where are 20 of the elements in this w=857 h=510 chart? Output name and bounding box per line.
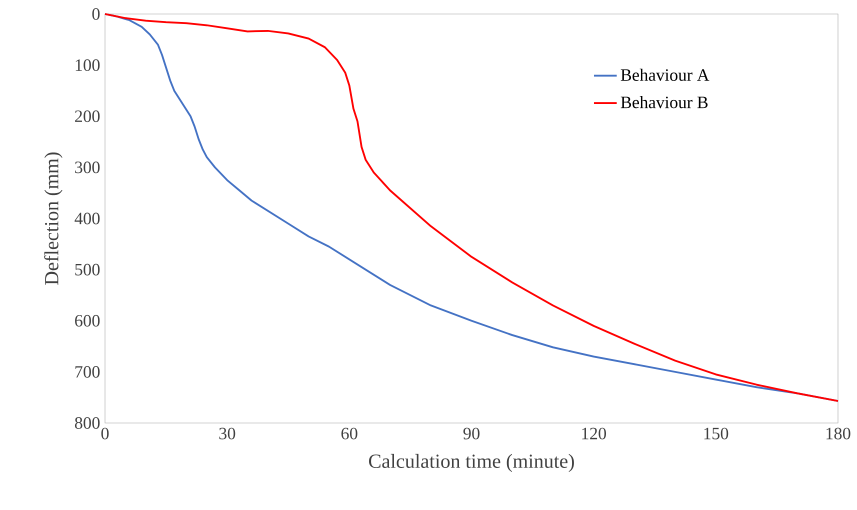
x-axis-title: Calculation time (minute) [369, 454, 574, 472]
y-tick-label: 100 [76, 59, 100, 71]
x-tick-label: 180 [826, 428, 850, 440]
y-tick-label: 200 [75, 110, 100, 122]
y-tick-label: 800 [74, 417, 100, 429]
legend-label: Behaviour A [620, 68, 710, 81]
y-tick-label: 0 [92, 8, 100, 20]
y-tick-label: 700 [75, 366, 100, 378]
x-tick-label: 120 [582, 428, 606, 440]
y-tick-label: 600 [75, 314, 100, 327]
y-axis-title: Deflection (mm) [44, 152, 62, 285]
x-tick-label: 60 [341, 428, 358, 440]
x-tick-label: 30 [219, 428, 236, 440]
x-tick-label: 90 [463, 428, 480, 440]
x-tick-label: 0 [101, 428, 109, 440]
y-tick-label: 500 [75, 264, 100, 276]
x-tick-label: 150 [704, 428, 728, 440]
y-tick-label: 300 [75, 162, 100, 174]
y-tick-label: 400 [74, 212, 100, 224]
legend-label: Behaviour B [620, 96, 708, 108]
